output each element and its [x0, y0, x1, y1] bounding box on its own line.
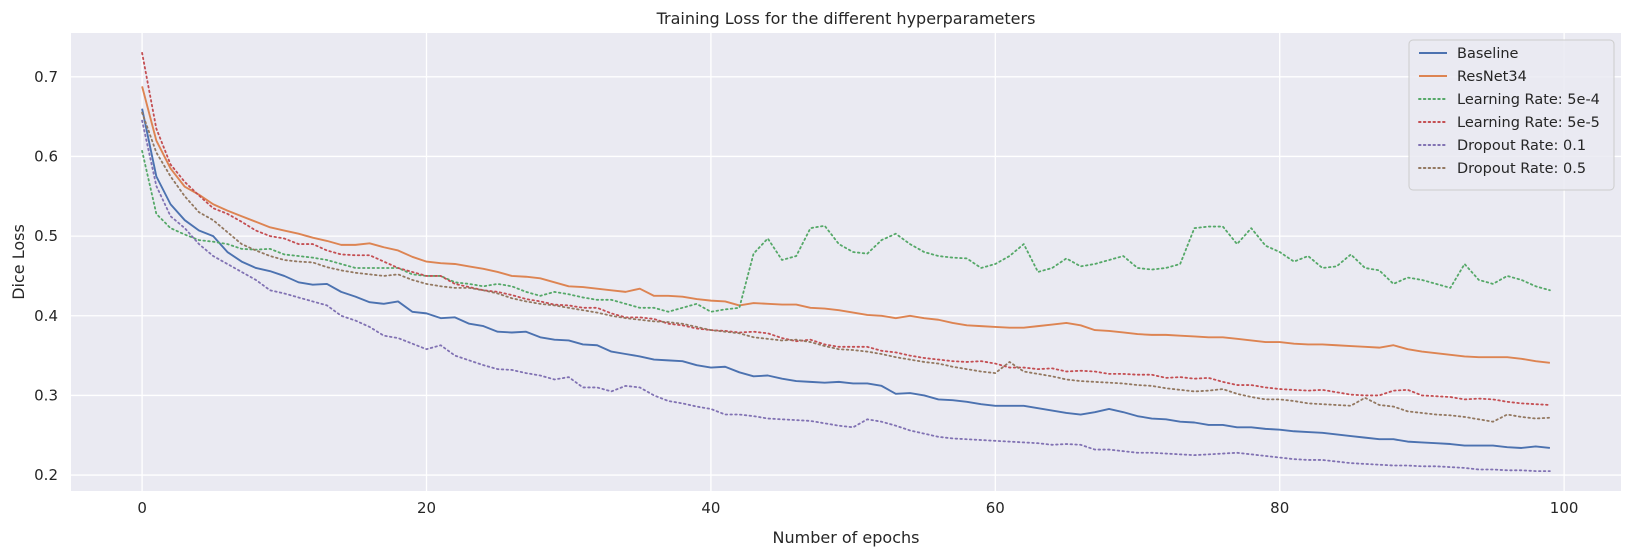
series-layer — [141, 52, 1551, 472]
series-line-6 — [141, 111, 1551, 423]
legend: Baseline ResNet34 Learning Rate: 5e-4 Learn… — [1408, 39, 1615, 191]
x-tick-label: 0 — [137, 499, 147, 517]
x-tick-label: 80 — [1270, 499, 1289, 517]
y-tick-label: 0.4 — [34, 307, 58, 325]
y-tick-label: 0.7 — [34, 68, 58, 86]
x-tick-label: 40 — [701, 499, 720, 517]
series-line-4 — [141, 52, 1551, 406]
grid — [71, 33, 1621, 491]
legend-label: Learning Rate: 5e-5 — [1457, 115, 1600, 131]
legend-label: Dropout Rate: 0.5 — [1457, 161, 1586, 177]
legend-label: Dropout Rate: 0.1 — [1457, 138, 1586, 154]
plot-area — [71, 33, 1621, 491]
legend-label: ResNet34 — [1457, 69, 1527, 85]
legend-label: Learning Rate: 5e-4 — [1457, 92, 1600, 108]
series-line-2 — [141, 86, 1551, 364]
y-tick-label: 0.5 — [34, 227, 58, 245]
y-tick-label: 0.6 — [34, 147, 58, 165]
y-tick-label: 0.2 — [34, 466, 58, 484]
chart-title: Training Loss for the different hyperpar… — [656, 9, 1036, 28]
x-tick-label: 100 — [1550, 499, 1579, 517]
x-tick-label: 20 — [417, 499, 436, 517]
legend-label: Baseline — [1457, 46, 1519, 62]
y-axis-label: Dice Loss — [9, 224, 28, 300]
legend-box — [1408, 39, 1615, 191]
series-line-5 — [141, 119, 1551, 472]
series-line-3 — [141, 149, 1551, 313]
ticks: 0 20 40 60 80 100 0.2 0.3 0.4 0.5 0.6 0.7 — [34, 68, 1578, 517]
x-tick-label: 60 — [986, 499, 1005, 517]
y-tick-label: 0.3 — [34, 386, 58, 404]
series-line-1 — [141, 108, 1551, 449]
x-axis-label: Number of epochs — [773, 528, 920, 547]
